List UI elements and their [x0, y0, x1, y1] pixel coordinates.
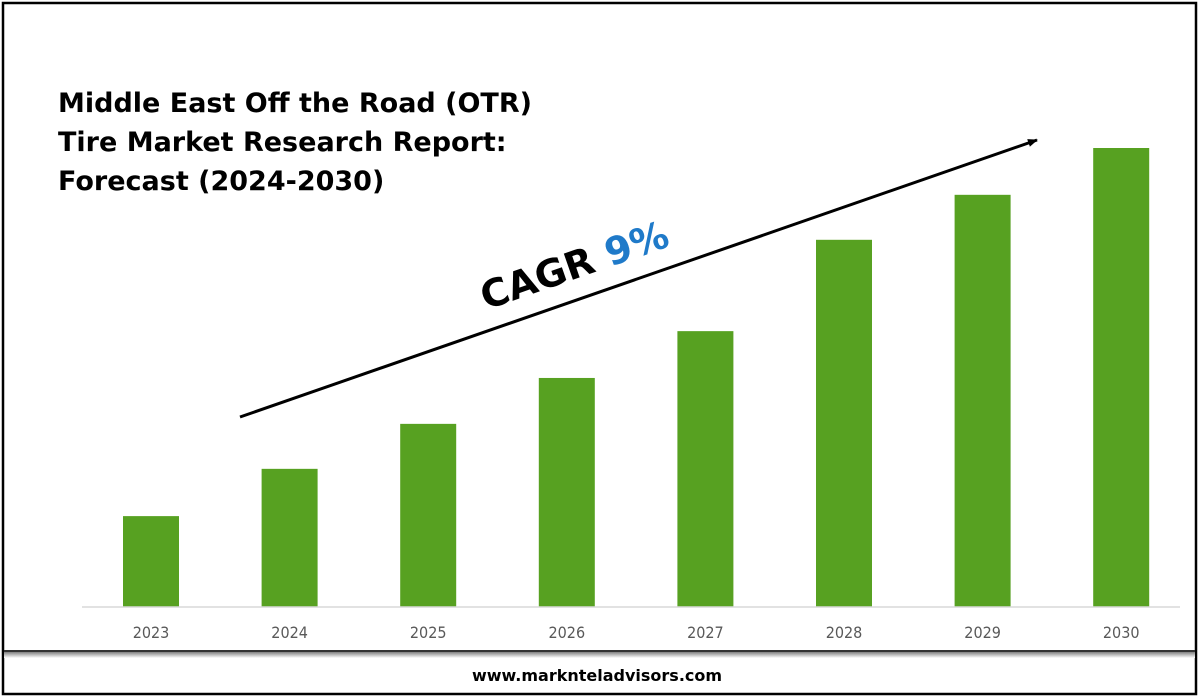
footer-divider	[4, 650, 1195, 658]
cagr-value: 9%	[599, 212, 674, 275]
bar-2026	[538, 377, 595, 607]
title-line-2: Tire Market Research Report:	[58, 127, 507, 158]
x-tick-label: 2029	[964, 623, 1001, 642]
x-tick-label: 2023	[133, 623, 170, 642]
x-tick-label: 2025	[410, 623, 447, 642]
bar-2028	[816, 239, 872, 608]
x-tick-label: 2027	[687, 623, 724, 642]
x-tick-label: 2026	[548, 623, 585, 642]
bar-2030	[1093, 148, 1150, 607]
title-line-3: Forecast (2024-2030)	[58, 166, 384, 197]
cagr-label: CAGR	[474, 238, 600, 318]
bar-2029	[954, 194, 1011, 607]
chart-title: Middle East Off the Road (OTR) Tire Mark…	[58, 88, 532, 197]
x-tick-label: 2024	[271, 623, 308, 642]
trend-arrow	[239, 138, 1038, 419]
x-axis-ticks: 2023 2024 2025 2026 2027 2028 2029 2030	[133, 623, 1140, 642]
x-tick-label: 2030	[1103, 623, 1140, 642]
bar-2023	[123, 516, 179, 607]
cagr-annotation: CAGR9%	[474, 212, 674, 318]
bar-2027	[677, 331, 734, 607]
bars-group	[123, 148, 1150, 608]
title-line-1: Middle East Off the Road (OTR)	[58, 88, 532, 119]
bar-2024	[261, 468, 318, 607]
x-tick-label: 2028	[826, 623, 863, 642]
footer-website: www.marknteladvisors.com	[472, 666, 722, 685]
bar-2025	[400, 423, 457, 607]
